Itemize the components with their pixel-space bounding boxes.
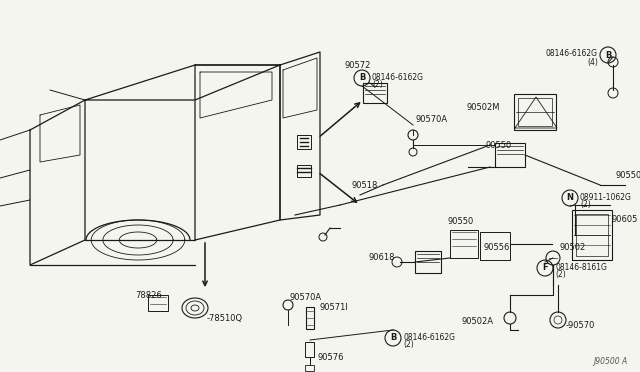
Text: 90502A: 90502A — [461, 317, 493, 327]
Bar — [495, 143, 525, 167]
Bar — [450, 230, 478, 258]
Bar — [480, 232, 510, 260]
Bar — [363, 83, 387, 103]
Text: 90571l: 90571l — [320, 304, 349, 312]
Text: B: B — [359, 74, 365, 83]
Text: 08146-8161G: 08146-8161G — [555, 263, 607, 272]
Text: 90550+A: 90550+A — [616, 170, 640, 180]
Bar — [305, 365, 314, 371]
Text: 90570A: 90570A — [290, 292, 322, 301]
Text: 08146-6162G: 08146-6162G — [403, 333, 455, 341]
Text: (2): (2) — [403, 340, 413, 350]
Text: 90502: 90502 — [560, 244, 586, 253]
Text: (2): (2) — [555, 270, 566, 279]
Bar — [415, 251, 441, 273]
Bar — [305, 342, 314, 357]
Text: 78826: 78826 — [135, 291, 162, 299]
Text: F: F — [542, 263, 548, 273]
Bar — [297, 165, 311, 177]
Bar — [576, 214, 608, 256]
Bar — [297, 135, 311, 149]
Text: 08911-1062G: 08911-1062G — [580, 192, 632, 202]
Bar — [518, 98, 552, 126]
Text: N: N — [566, 193, 573, 202]
Text: 08146-6162G: 08146-6162G — [546, 49, 598, 58]
Text: 90572: 90572 — [345, 61, 371, 70]
Text: 90576: 90576 — [318, 353, 344, 362]
Text: -90570: -90570 — [566, 321, 595, 330]
Text: B: B — [390, 334, 396, 343]
Text: 90556: 90556 — [484, 244, 510, 253]
Bar — [306, 307, 314, 329]
Text: 90502M: 90502M — [467, 103, 500, 112]
Bar — [572, 210, 612, 260]
Text: 90605: 90605 — [612, 215, 638, 224]
Text: 90570A: 90570A — [416, 115, 448, 125]
Text: 90550: 90550 — [448, 218, 474, 227]
Text: B: B — [605, 51, 611, 60]
Text: (2): (2) — [580, 201, 591, 209]
Text: -78510Q: -78510Q — [207, 314, 243, 323]
Text: 90518: 90518 — [352, 180, 378, 189]
Bar — [148, 295, 168, 311]
Text: 90550: 90550 — [485, 141, 511, 150]
Text: J90500 A: J90500 A — [594, 357, 628, 366]
Text: (4): (4) — [587, 58, 598, 67]
Bar — [514, 94, 556, 130]
Text: 08146-6162G: 08146-6162G — [372, 73, 424, 81]
Text: (2): (2) — [372, 80, 383, 90]
Text: 90618: 90618 — [369, 253, 395, 263]
